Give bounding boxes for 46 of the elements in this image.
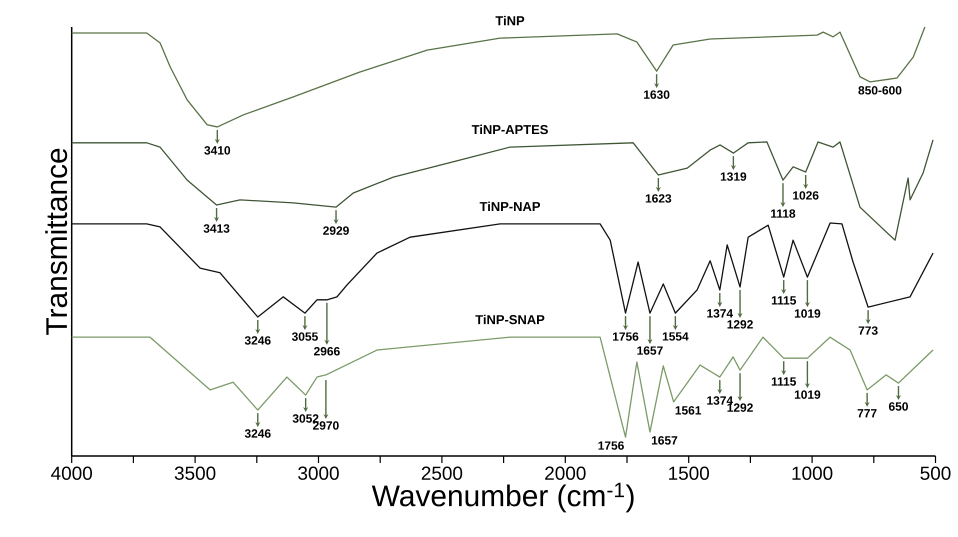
annotation: 2966 [314, 347, 340, 356]
x-tick-label: 3000 [298, 466, 339, 480]
annotation: 1623 [646, 194, 672, 203]
x-tick-label: 4000 [51, 466, 92, 480]
annotation: 1554 [662, 332, 689, 341]
series-label: TiNP-APTES [472, 124, 548, 134]
x-tick-label: 2500 [422, 466, 462, 480]
x-tick-label: 3500 [174, 466, 216, 480]
annotation: 2929 [323, 226, 349, 235]
annotation: 2970 [313, 421, 339, 430]
annotation: 1374 [707, 309, 734, 318]
series-label: TiNP-SNAP [475, 314, 544, 324]
annotation: 1019 [794, 390, 820, 399]
annotation: 1292 [727, 403, 753, 412]
annotation: 1561 [676, 406, 702, 415]
x-axis-title: Wavenumber (cm$^{-1}$) [372, 482, 634, 512]
series-label: TiNP-NAP [480, 202, 540, 211]
annotation: 850-600 [858, 86, 902, 95]
annotation: 777 [858, 409, 877, 418]
annotation: 3246 [244, 336, 271, 345]
annotation: 1026 [793, 191, 819, 200]
y-axis-title: Transmittance [45, 148, 68, 335]
annotation: 3413 [204, 224, 230, 233]
annotation: 1657 [652, 436, 678, 445]
annotation: 1756 [612, 332, 638, 341]
annotation: 1630 [644, 90, 670, 99]
annotation: 1756 [598, 441, 624, 450]
annotation: 3410 [204, 146, 230, 155]
annotation: 1115 [772, 377, 796, 386]
series-label: TiNP [496, 16, 524, 26]
annotation: 1657 [637, 346, 663, 355]
x-tick-label: 1500 [669, 466, 709, 480]
x-tick-label: 1000 [792, 466, 832, 480]
annotation: 1292 [727, 320, 753, 329]
x-tick-label: 2000 [545, 466, 586, 480]
annotation: 3055 [292, 332, 318, 341]
annotation: 773 [858, 326, 878, 335]
annotation: 1118 [771, 209, 796, 218]
annotation: 650 [888, 402, 908, 411]
annotation: 3246 [244, 429, 271, 438]
annotation: 3052 [292, 414, 318, 423]
annotation: 1374 [707, 396, 734, 405]
annotation: 1319 [720, 172, 746, 181]
annotation: 1115 [772, 296, 796, 305]
x-tick-label: 500 [920, 466, 951, 480]
annotation: 1019 [794, 309, 820, 318]
